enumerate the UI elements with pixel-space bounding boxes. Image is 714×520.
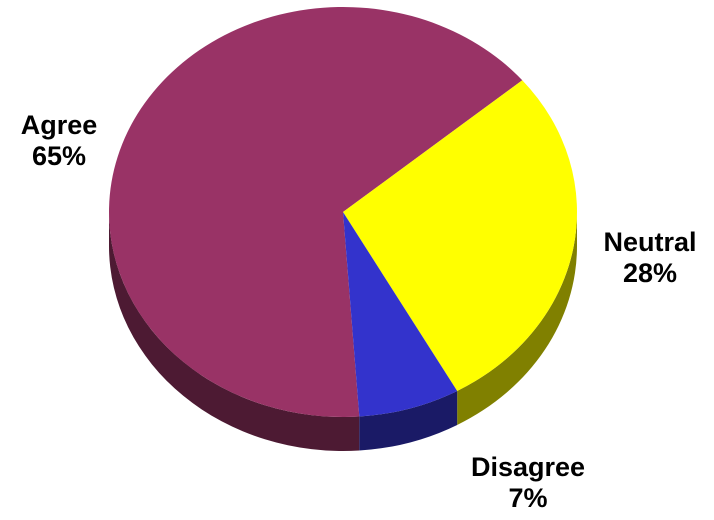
slice-label-agree: Agree 65% [0,110,118,172]
pie-slice-disagree [343,212,458,417]
pie-side-disagree [359,390,458,451]
pie-slice-neutral [343,80,577,391]
pie-slice-agree [109,6,523,418]
pie-side-agree [109,212,360,451]
slice-label-disagree: Disagree 7% [448,452,608,514]
slice-label-agree-name: Agree [20,110,98,140]
pie-depth-layer [109,212,577,451]
slice-label-agree-value: 65% [31,141,87,171]
slice-label-disagree-value: 7% [508,483,548,513]
slice-label-neutral: Neutral 28% [586,227,714,289]
slice-label-disagree-name: Disagree [470,452,586,482]
slice-label-neutral-value: 28% [622,258,678,288]
slice-label-neutral-name: Neutral [603,227,697,257]
pie-side-neutral [457,212,577,425]
pie-top-layer [109,6,577,418]
